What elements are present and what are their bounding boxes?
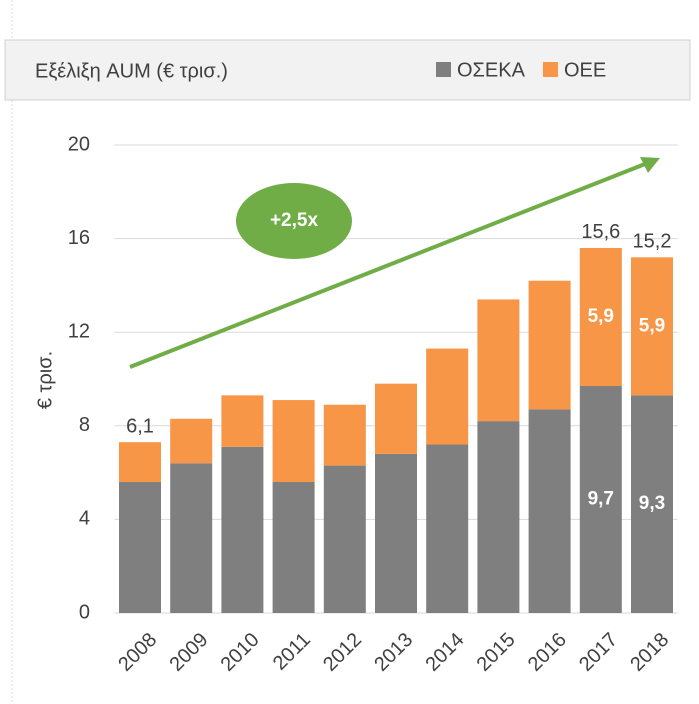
bar-segment (170, 419, 212, 463)
x-tick-label: 2018 (626, 629, 673, 676)
bar-segment (119, 482, 161, 613)
x-tick-label: 2017 (575, 629, 622, 676)
bar-segment (221, 395, 263, 446)
legend-label: ΟΣΕΚΑ (457, 59, 526, 81)
x-tick-label: 2011 (269, 629, 315, 675)
x-tick-label: 2016 (524, 629, 571, 676)
value-label: 9,7 (588, 489, 614, 510)
x-tick-label: 2013 (370, 629, 417, 676)
bar-segment (426, 445, 468, 613)
y-tick-label: 4 (79, 508, 90, 530)
bar-segment (170, 463, 212, 613)
x-tick-label: 2014 (421, 629, 468, 676)
bar-segment (529, 281, 571, 410)
value-label: 5,9 (639, 315, 665, 336)
growth-label: +2,5x (270, 210, 319, 231)
bar-segment (375, 384, 417, 454)
bar-segment (426, 349, 468, 445)
x-tick-label: 2009 (165, 629, 212, 676)
y-tick-label: 12 (68, 320, 90, 342)
y-axis-label: € τρισ. (34, 351, 56, 409)
bar-segment (273, 400, 315, 482)
chart-title: Εξέλιξη AUM (€ τρισ.) (35, 60, 228, 82)
x-tick-label: 2008 (114, 629, 161, 676)
x-tick-label: 2010 (217, 629, 264, 676)
bar-segment (477, 299, 519, 421)
legend-label: ΟΕΕ (564, 59, 606, 81)
total-label: 15,6 (581, 221, 620, 243)
bar-segment (324, 405, 366, 466)
bar-segment (324, 466, 366, 613)
legend-swatch (543, 62, 558, 77)
bar-segment (375, 454, 417, 613)
bar-segment (221, 447, 263, 613)
bar-segment (119, 442, 161, 482)
bar-segment (477, 421, 519, 613)
page: {"chart_data": {"type": "stacked_bar", "… (0, 0, 699, 704)
total-label: 6,1 (126, 415, 154, 437)
chart: Εξέλιξη AUM (€ τρισ.) € τρισ. 0 4 8 12 16 20 Ο… (0, 0, 699, 704)
legend-swatch (436, 62, 451, 77)
y-tick-label: 16 (68, 227, 90, 249)
y-tick-label: 20 (68, 133, 90, 155)
x-tick-label: 2012 (319, 629, 366, 676)
value-label: 5,9 (588, 306, 614, 327)
y-tick-label: 0 (79, 601, 90, 623)
total-label: 15,2 (633, 231, 672, 253)
value-label: 9,3 (639, 493, 665, 514)
bar-segment (529, 409, 571, 613)
y-tick-label: 8 (79, 414, 90, 436)
bar-segment (273, 482, 315, 613)
x-tick-label: 2015 (473, 629, 520, 676)
